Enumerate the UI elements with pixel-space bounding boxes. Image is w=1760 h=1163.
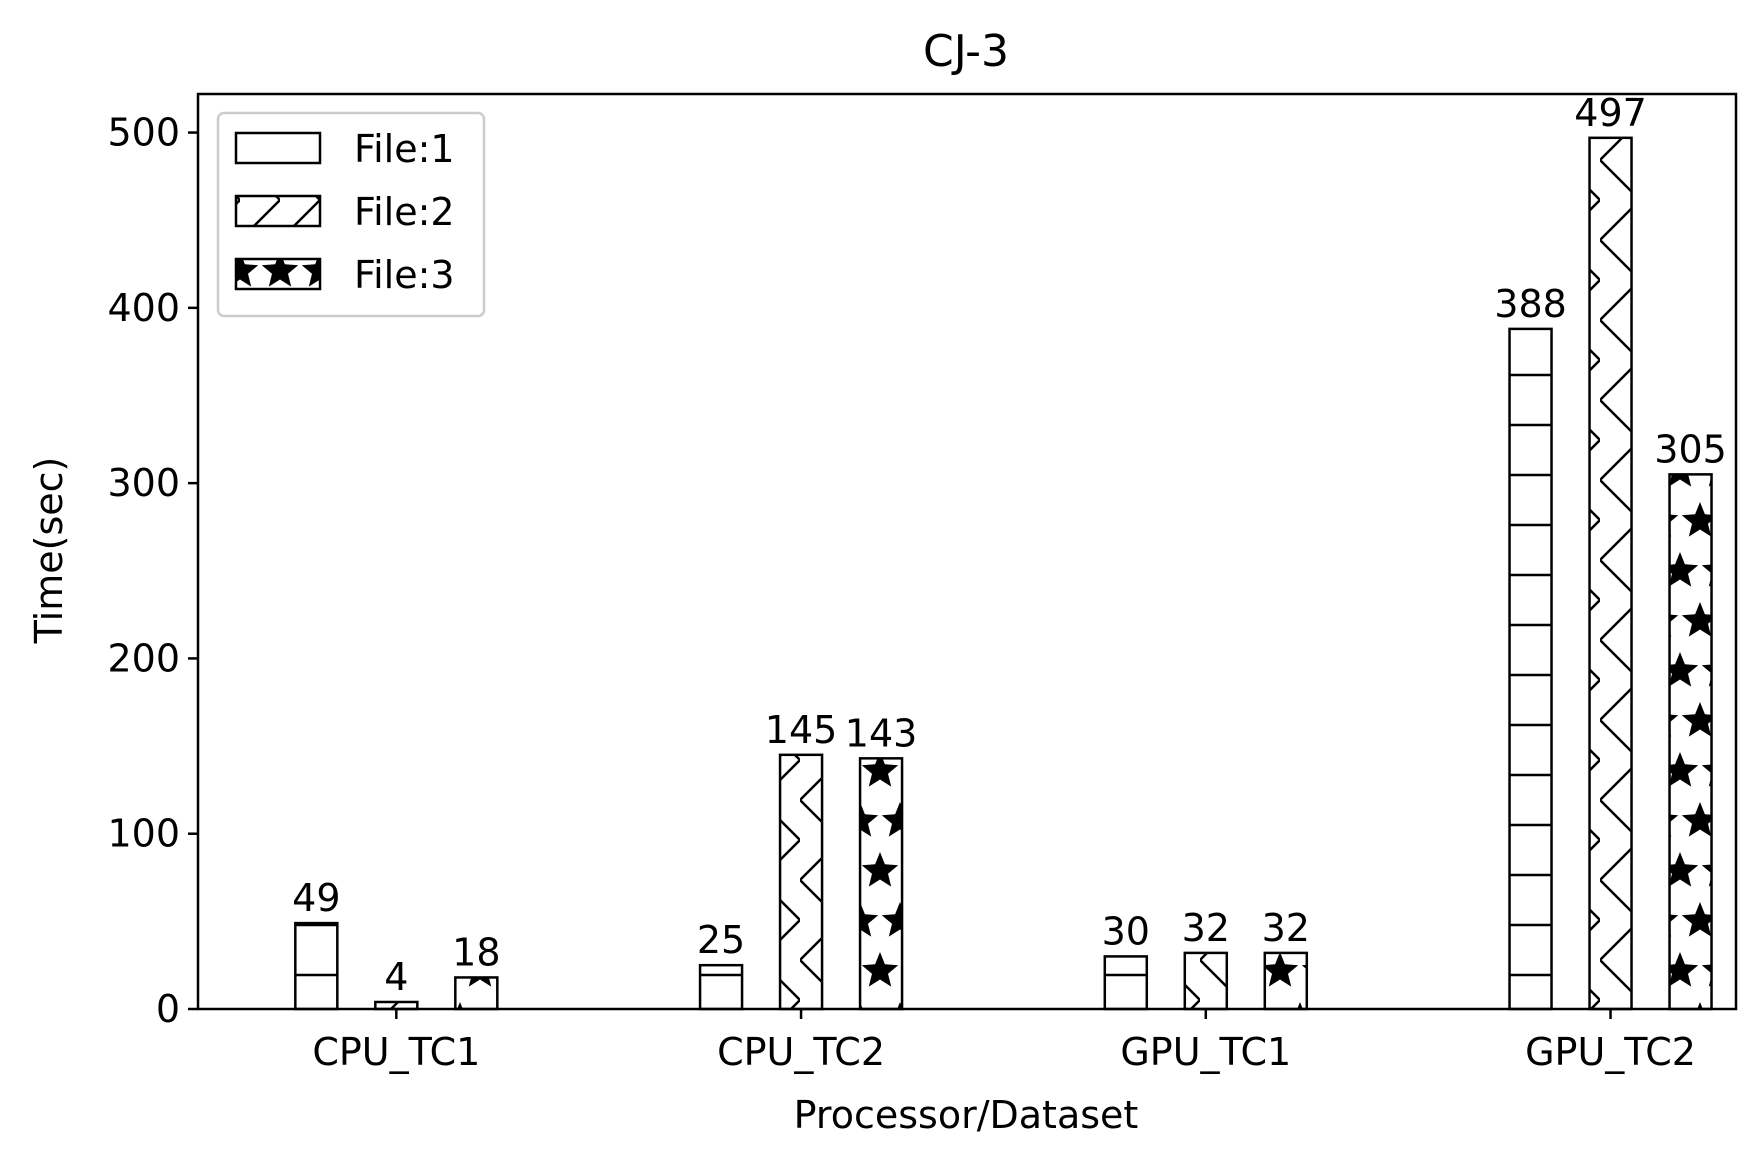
bar — [698, 963, 744, 1011]
bar — [294, 921, 339, 1011]
legend-swatch — [234, 194, 322, 228]
legend-label: File:2 — [354, 190, 455, 234]
bar-value-label: 143 — [845, 711, 918, 755]
bar — [858, 757, 904, 1011]
bar-value-label: 32 — [1262, 906, 1310, 950]
plot-frame — [196, 92, 1738, 1011]
x-tick-label: GPU_TC1 — [1120, 1030, 1291, 1074]
bars — [294, 136, 1713, 1011]
bar — [1588, 136, 1633, 1011]
legend-swatch — [234, 257, 322, 291]
bar-value-labels: 49 25 30 388 4 145 32 497 18 143 32 305 — [292, 91, 1727, 999]
bar — [1183, 951, 1229, 1011]
bar-value-label: 18 — [452, 930, 500, 974]
y-tick-label: 400 — [107, 286, 180, 330]
y-tick-label: 300 — [107, 461, 180, 505]
bar-value-label: 30 — [1102, 909, 1150, 953]
bar — [1103, 955, 1149, 1011]
y-axis-ticks: 0 100 200 300 400 500 — [107, 111, 198, 1031]
bar-value-label: 49 — [292, 876, 340, 920]
bar-value-label: 145 — [765, 708, 838, 752]
legend-label: File:1 — [354, 127, 455, 171]
x-tick-label: CPU_TC2 — [717, 1030, 885, 1074]
x-tick-label: GPU_TC2 — [1525, 1030, 1696, 1074]
bar — [778, 753, 824, 1011]
bar — [1668, 473, 1713, 1011]
y-tick-label: 0 — [156, 987, 180, 1031]
bar-value-label: 497 — [1574, 91, 1647, 135]
chart-title: CJ-3 — [923, 26, 1009, 77]
x-axis-label: Processor/Dataset — [794, 1093, 1139, 1137]
legend: File:1 File:2 File:3 — [216, 111, 486, 318]
y-axis-label: Time(sec) — [27, 457, 71, 645]
bar — [454, 976, 499, 1011]
bar-value-label: 4 — [384, 955, 408, 999]
y-tick-label: 100 — [107, 812, 180, 856]
y-tick-label: 200 — [107, 636, 180, 680]
bar-value-label: 25 — [697, 918, 745, 962]
bar — [1508, 327, 1553, 1011]
bar — [1263, 951, 1309, 1011]
y-tick-label: 500 — [107, 111, 180, 155]
bar-value-label: 305 — [1654, 427, 1727, 471]
x-tick-label: CPU_TC1 — [312, 1030, 480, 1074]
legend-swatch — [234, 131, 322, 165]
x-axis-ticks: CPU_TC1 CPU_TC2 GPU_TC1 GPU_TC2 — [312, 1009, 1696, 1074]
bar-value-label: 388 — [1494, 282, 1567, 326]
legend-label: File:3 — [354, 253, 455, 297]
bar-value-label: 32 — [1182, 906, 1230, 950]
